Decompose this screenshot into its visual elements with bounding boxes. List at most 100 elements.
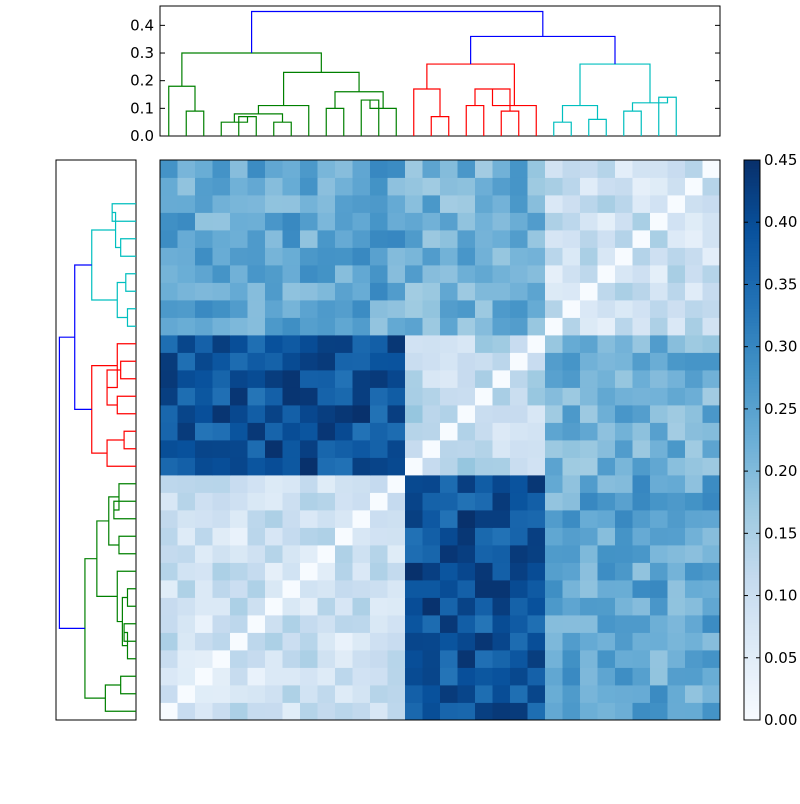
colorbar-segment xyxy=(744,398,760,402)
heatmap-cell xyxy=(230,352,248,371)
colorbar-segment xyxy=(744,655,760,659)
heatmap-cell xyxy=(650,212,668,231)
heatmap-cell xyxy=(702,212,721,231)
heatmap-cell xyxy=(212,440,231,458)
heatmap-cell xyxy=(247,300,266,318)
colorbar-segment xyxy=(744,308,760,312)
colorbar-tick-label: 0.20 xyxy=(764,462,797,480)
heatmap-cell xyxy=(562,492,581,511)
heatmap-cell xyxy=(230,422,248,441)
heatmap-cell xyxy=(212,580,231,598)
heatmap-cell xyxy=(632,247,651,266)
heatmap-cell xyxy=(440,615,458,633)
colorbar-segment xyxy=(744,384,760,388)
heatmap-cell xyxy=(195,160,213,178)
heatmap-cell xyxy=(475,545,493,563)
colorbar-segment xyxy=(744,706,760,710)
heatmap-cell xyxy=(422,265,441,283)
heatmap-cell xyxy=(230,160,248,178)
colorbar-segment xyxy=(744,627,760,631)
heatmap-cell xyxy=(475,387,493,406)
heatmap-cell xyxy=(195,195,213,213)
heatmap-cell xyxy=(632,352,651,371)
top-dendrogram-link xyxy=(579,63,651,106)
heatmap-cell xyxy=(702,230,721,248)
heatmap-cell xyxy=(247,562,266,581)
colorbar-segment xyxy=(744,403,760,407)
heatmap-cell xyxy=(422,702,441,721)
heatmap-cell xyxy=(212,282,231,301)
heatmap-cell xyxy=(370,527,388,546)
heatmap-cell xyxy=(160,370,178,388)
left-dendrogram-link xyxy=(74,264,92,410)
heatmap-cell xyxy=(317,685,336,703)
heatmap-cell xyxy=(230,685,248,703)
heatmap-cell xyxy=(527,160,546,178)
heatmap-cell xyxy=(370,440,388,458)
heatmap-cell xyxy=(650,492,668,511)
heatmap-cell xyxy=(177,405,196,423)
colorbar-segment xyxy=(744,510,760,514)
heatmap-cell xyxy=(615,247,633,266)
heatmap-cell xyxy=(545,545,563,563)
heatmap-cell xyxy=(440,370,458,388)
colorbar-segment xyxy=(744,325,760,329)
left-dendrogram-link xyxy=(116,281,128,319)
colorbar-segment xyxy=(744,207,760,211)
heatmap-cell xyxy=(387,440,406,458)
heatmap-cell xyxy=(195,317,213,336)
heatmap-cell xyxy=(597,510,616,528)
heatmap-cell xyxy=(597,230,616,248)
heatmap-cell xyxy=(247,475,266,493)
heatmap-cell xyxy=(282,632,301,651)
heatmap-cell xyxy=(667,632,686,651)
colorbar-segment xyxy=(744,442,760,447)
heatmap-cell xyxy=(160,685,178,703)
heatmap-cell xyxy=(195,457,213,476)
heatmap-cell xyxy=(247,510,266,528)
heatmap-cell xyxy=(282,370,301,388)
heatmap-cell xyxy=(405,615,423,633)
heatmap-cell xyxy=(265,370,283,388)
heatmap-cell xyxy=(492,685,511,703)
heatmap-cell xyxy=(247,247,266,266)
colorbar-segment xyxy=(744,162,760,167)
heatmap-cell xyxy=(527,475,546,493)
heatmap-cell xyxy=(650,650,668,668)
heatmap-cell xyxy=(615,440,633,458)
heatmap-cell xyxy=(387,317,406,336)
heatmap-cell xyxy=(650,265,668,283)
heatmap-cell xyxy=(230,650,248,668)
colorbar-segment xyxy=(744,395,760,399)
colorbar-segment xyxy=(744,370,760,374)
heatmap-cell xyxy=(440,265,458,283)
heatmap-cell xyxy=(615,580,633,598)
heatmap-cell xyxy=(615,370,633,388)
heatmap-cell xyxy=(335,510,353,528)
heatmap-cell xyxy=(247,160,266,178)
heatmap-cell xyxy=(702,632,721,651)
colorbar-segment xyxy=(744,538,760,542)
heatmap-cell xyxy=(457,475,476,493)
heatmap-cell xyxy=(580,615,598,633)
heatmap-cell xyxy=(702,370,721,388)
heatmap-cell xyxy=(282,387,301,406)
heatmap-cell xyxy=(527,247,546,266)
left-dendrogram-link xyxy=(106,439,136,467)
top-dendrogram-link xyxy=(413,88,441,136)
colorbar-segment xyxy=(744,182,760,186)
heatmap-cell xyxy=(632,212,651,231)
heatmap-cell xyxy=(510,667,528,686)
heatmap-cell xyxy=(667,387,686,406)
heatmap-cell xyxy=(562,702,581,721)
heatmap-cell xyxy=(387,562,406,581)
heatmap-cell xyxy=(702,650,721,668)
heatmap-cell xyxy=(632,685,651,703)
heatmap-cell xyxy=(597,282,616,301)
colorbar-segment xyxy=(744,568,760,573)
colorbar-segment xyxy=(744,470,760,475)
heatmap-cell xyxy=(195,370,213,388)
heatmap-cell xyxy=(177,370,196,388)
heatmap-cell xyxy=(370,615,388,633)
